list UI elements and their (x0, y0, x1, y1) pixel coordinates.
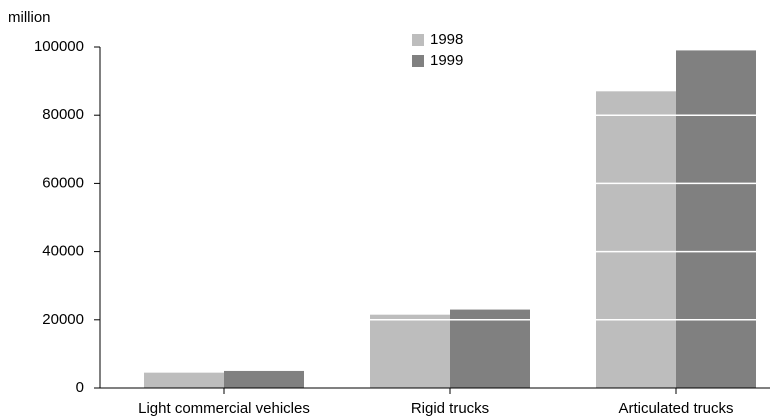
y-axis-label: million (8, 9, 51, 26)
y-tick-label: 20000 (42, 311, 84, 328)
bar (224, 370, 304, 388)
legend-swatch (412, 55, 424, 67)
bar (596, 91, 676, 388)
legend-swatch (412, 34, 424, 46)
bar (370, 314, 450, 388)
y-tick-label: 40000 (42, 243, 84, 260)
x-tick-label: Light commercial vehicles (138, 400, 310, 417)
y-tick-label: 80000 (42, 106, 84, 123)
bar (450, 309, 530, 388)
y-tick-label: 60000 (42, 174, 84, 191)
bar (144, 372, 224, 388)
legend-label: 1998 (430, 31, 463, 48)
y-tick-label: 0 (76, 379, 84, 396)
y-tick-label: 100000 (34, 38, 84, 55)
x-tick-label: Rigid trucks (411, 400, 489, 417)
x-tick-label: Articulated trucks (618, 400, 733, 417)
legend-label: 1999 (430, 52, 463, 69)
bar (676, 50, 756, 388)
